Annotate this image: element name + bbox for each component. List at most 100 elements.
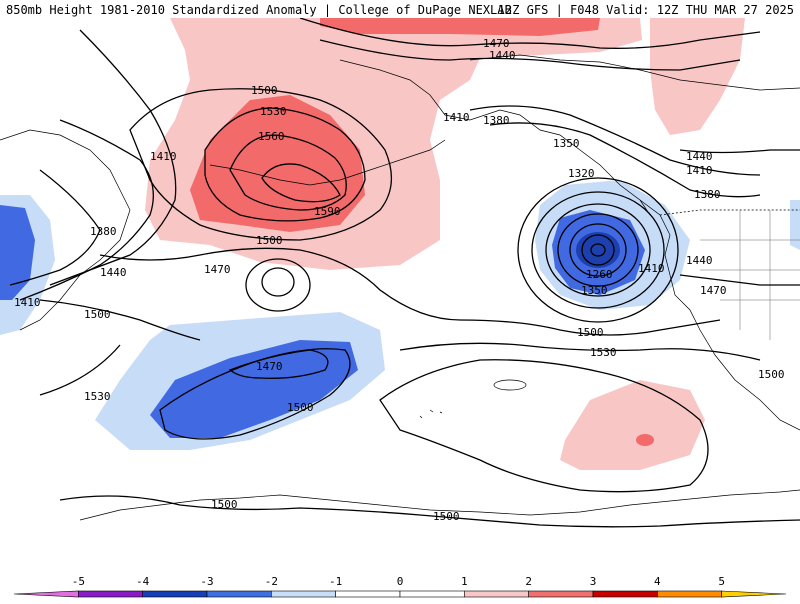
low-contour-1 — [517, 177, 679, 323]
colorbar-tick-label: 0 — [397, 575, 404, 588]
colorbar-tick-label: 5 — [718, 575, 725, 588]
contour-label: 1320 — [568, 167, 595, 180]
contour-1500-south — [59, 495, 800, 528]
contour-1380-east — [489, 122, 761, 198]
contour-1380-west — [9, 169, 101, 286]
contour-label: 1380 — [483, 114, 510, 127]
colorbar-segment — [142, 590, 208, 598]
contour-label: 1500 — [758, 368, 785, 381]
contour-1470-pacific — [228, 349, 329, 379]
low-contour-5 — [569, 223, 627, 277]
contour-label: 1440 — [489, 49, 516, 62]
hawaii — [493, 379, 527, 391]
anomaly-colorbar: -5 -4 -3 -2 -1 0 1 2 3 4 5 — [0, 574, 800, 600]
coastline-layer — [0, 54, 800, 521]
colorbar-segment — [78, 590, 143, 598]
colorbar-tick-label: 3 — [590, 575, 597, 588]
contour-label: 1470 — [256, 360, 283, 373]
contour-label: 1500 — [577, 326, 604, 339]
anomaly-dark-blue-low — [576, 232, 620, 268]
contour-label: 1500 — [84, 308, 111, 321]
coastline-aleutians — [209, 139, 446, 186]
contour-label: 1470 — [700, 284, 727, 297]
height-contours — [9, 18, 800, 528]
positive-anomaly-layer — [145, 18, 745, 470]
colorbar-segment — [657, 590, 722, 598]
contour-1470-north — [299, 18, 761, 49]
coastline-alaska — [339, 59, 651, 216]
low-contour-6 — [581, 234, 615, 266]
contour-loop-south — [379, 359, 709, 493]
contour-labels: 1470 1440 1410 1380 1350 1320 1260 1350 … — [14, 37, 785, 523]
weather-map: 1470 1440 1410 1380 1350 1320 1260 1350 … — [0, 18, 800, 574]
header-bar: 850mb Height 1981-2010 Standardized Anom… — [0, 0, 800, 18]
contour-label: 1500 — [251, 84, 278, 97]
contour-1410-west — [19, 119, 154, 301]
colorbar-tick-label: -1 — [329, 575, 342, 588]
contour-label: 1410 — [638, 262, 665, 275]
contour-1440-west — [49, 29, 177, 286]
contour-label: 1470 — [204, 263, 231, 276]
contour-label: 1410 — [443, 111, 470, 124]
colorbar-segment — [13, 590, 79, 598]
anomaly-blue-west — [0, 205, 35, 300]
low-contour-7 — [590, 243, 606, 257]
colorbar-tick-label: -4 — [136, 575, 150, 588]
colorbar-tick-label: 2 — [525, 575, 532, 588]
anomaly-red-alaska — [190, 95, 365, 232]
map-canvas: 1470 1440 1410 1380 1350 1320 1260 1350 … — [0, 18, 800, 574]
colorbar-segment — [528, 590, 594, 598]
contour-label: 1260 — [586, 268, 613, 281]
antarctic-coast — [79, 489, 800, 521]
colorbar-tick-label: -2 — [265, 575, 278, 588]
anomaly-light-pink-southeast — [560, 380, 705, 470]
negative-anomaly-layer — [0, 180, 800, 450]
contour-label: 1440 — [100, 266, 127, 279]
contour-label: 1530 — [260, 105, 287, 118]
contour-label: 1500 — [256, 234, 283, 247]
contour-1590 — [261, 163, 341, 203]
contour-label: 1440 — [686, 150, 713, 163]
contour-high-center — [245, 258, 311, 312]
states-grid — [700, 210, 800, 340]
contour-label: 1470 — [483, 37, 510, 50]
contour-label: 1350 — [553, 137, 580, 150]
contour-label: 1530 — [590, 346, 617, 359]
anomaly-red-dot — [636, 434, 654, 446]
contour-1500-alaska — [129, 88, 393, 241]
colorbar-segment — [464, 590, 529, 598]
contour-label: 1380 — [90, 225, 117, 238]
low-contour-4 — [557, 213, 639, 287]
coastline-north — [469, 54, 800, 91]
colorbar-tick-label: -3 — [200, 575, 213, 588]
colorbar-segment — [592, 590, 658, 598]
contour-1530 — [204, 107, 366, 222]
pacific-islands — [419, 409, 443, 419]
contour-1410-east — [469, 105, 761, 176]
contour-label: 1590 — [314, 205, 341, 218]
colorbar-segment — [399, 590, 465, 598]
contour-1470-mid — [99, 247, 721, 336]
colorbar-tick-label: -5 — [72, 575, 85, 588]
low-contour-2 — [531, 191, 665, 309]
coastline-asia — [0, 129, 131, 331]
coastline-bc — [639, 199, 800, 431]
map-title: 850mb Height 1981-2010 Standardized Anom… — [6, 3, 512, 17]
contour-closed-1500-pacific — [159, 348, 351, 440]
contour-label: 1500 — [211, 498, 238, 511]
contour-label: 1500 — [433, 510, 460, 523]
run-info: 12Z GFS | F048 Valid: 12Z THU MAR 27 202… — [497, 3, 794, 17]
colorbar-svg: -5 -4 -3 -2 -1 0 1 2 3 4 5 — [13, 575, 787, 598]
colorbar-tick-label: 4 — [654, 575, 661, 588]
contour-label: 1500 — [287, 401, 314, 414]
border-canada-us — [659, 209, 800, 216]
contour-1440-east — [679, 149, 800, 154]
contour-high-inner — [261, 267, 295, 297]
contour-1470-east — [679, 274, 800, 286]
contour-label: 1440 — [686, 254, 713, 267]
contour-1440-north — [319, 39, 741, 71]
contour-label: 1380 — [694, 188, 721, 201]
anomaly-red-top — [320, 18, 600, 36]
contour-1560 — [229, 134, 347, 211]
anomaly-blue-pacific — [150, 340, 358, 438]
